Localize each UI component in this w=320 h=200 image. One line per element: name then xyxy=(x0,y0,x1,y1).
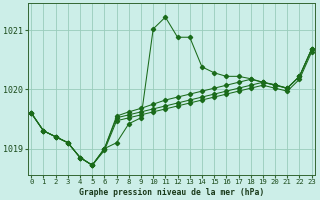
X-axis label: Graphe pression niveau de la mer (hPa): Graphe pression niveau de la mer (hPa) xyxy=(79,188,264,197)
